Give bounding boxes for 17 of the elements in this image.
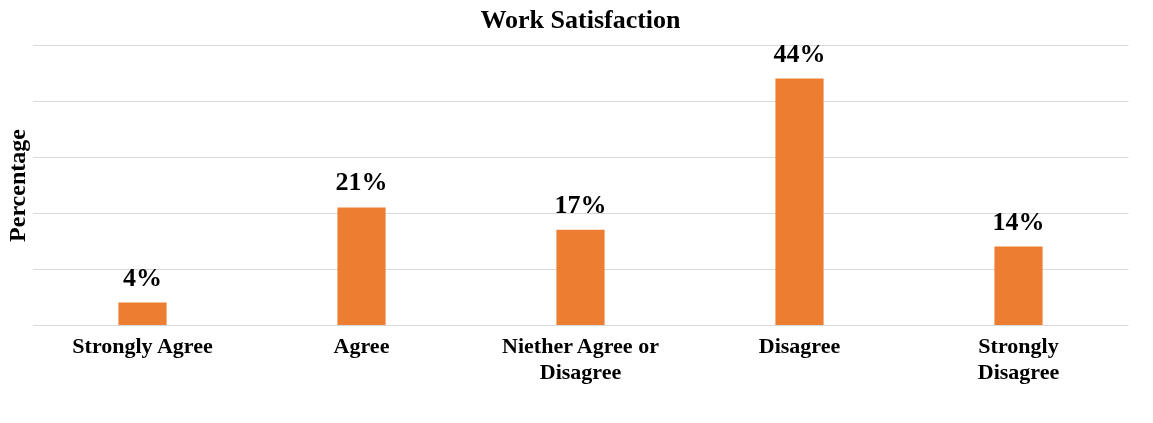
bar <box>118 302 167 325</box>
bar <box>337 207 386 325</box>
data-label: 14% <box>992 206 1045 236</box>
x-tick-label: Strongly Agree <box>72 332 213 358</box>
bar <box>994 246 1043 325</box>
data-label: 44% <box>773 38 826 68</box>
x-tick-label: Agree <box>333 332 390 358</box>
chart-title: Work Satisfaction <box>480 4 682 34</box>
x-tick-label: Strongly Disagree <box>977 332 1060 384</box>
x-tick-label: Niether Agree or Disagree <box>502 332 660 384</box>
data-label: 4% <box>123 262 162 292</box>
bar <box>775 78 824 325</box>
data-label: 17% <box>554 189 607 219</box>
bar <box>556 229 605 325</box>
y-axis-title: Percentage <box>3 128 30 242</box>
data-label: 21% <box>335 167 388 197</box>
x-tick-label: Disagree <box>758 332 841 358</box>
